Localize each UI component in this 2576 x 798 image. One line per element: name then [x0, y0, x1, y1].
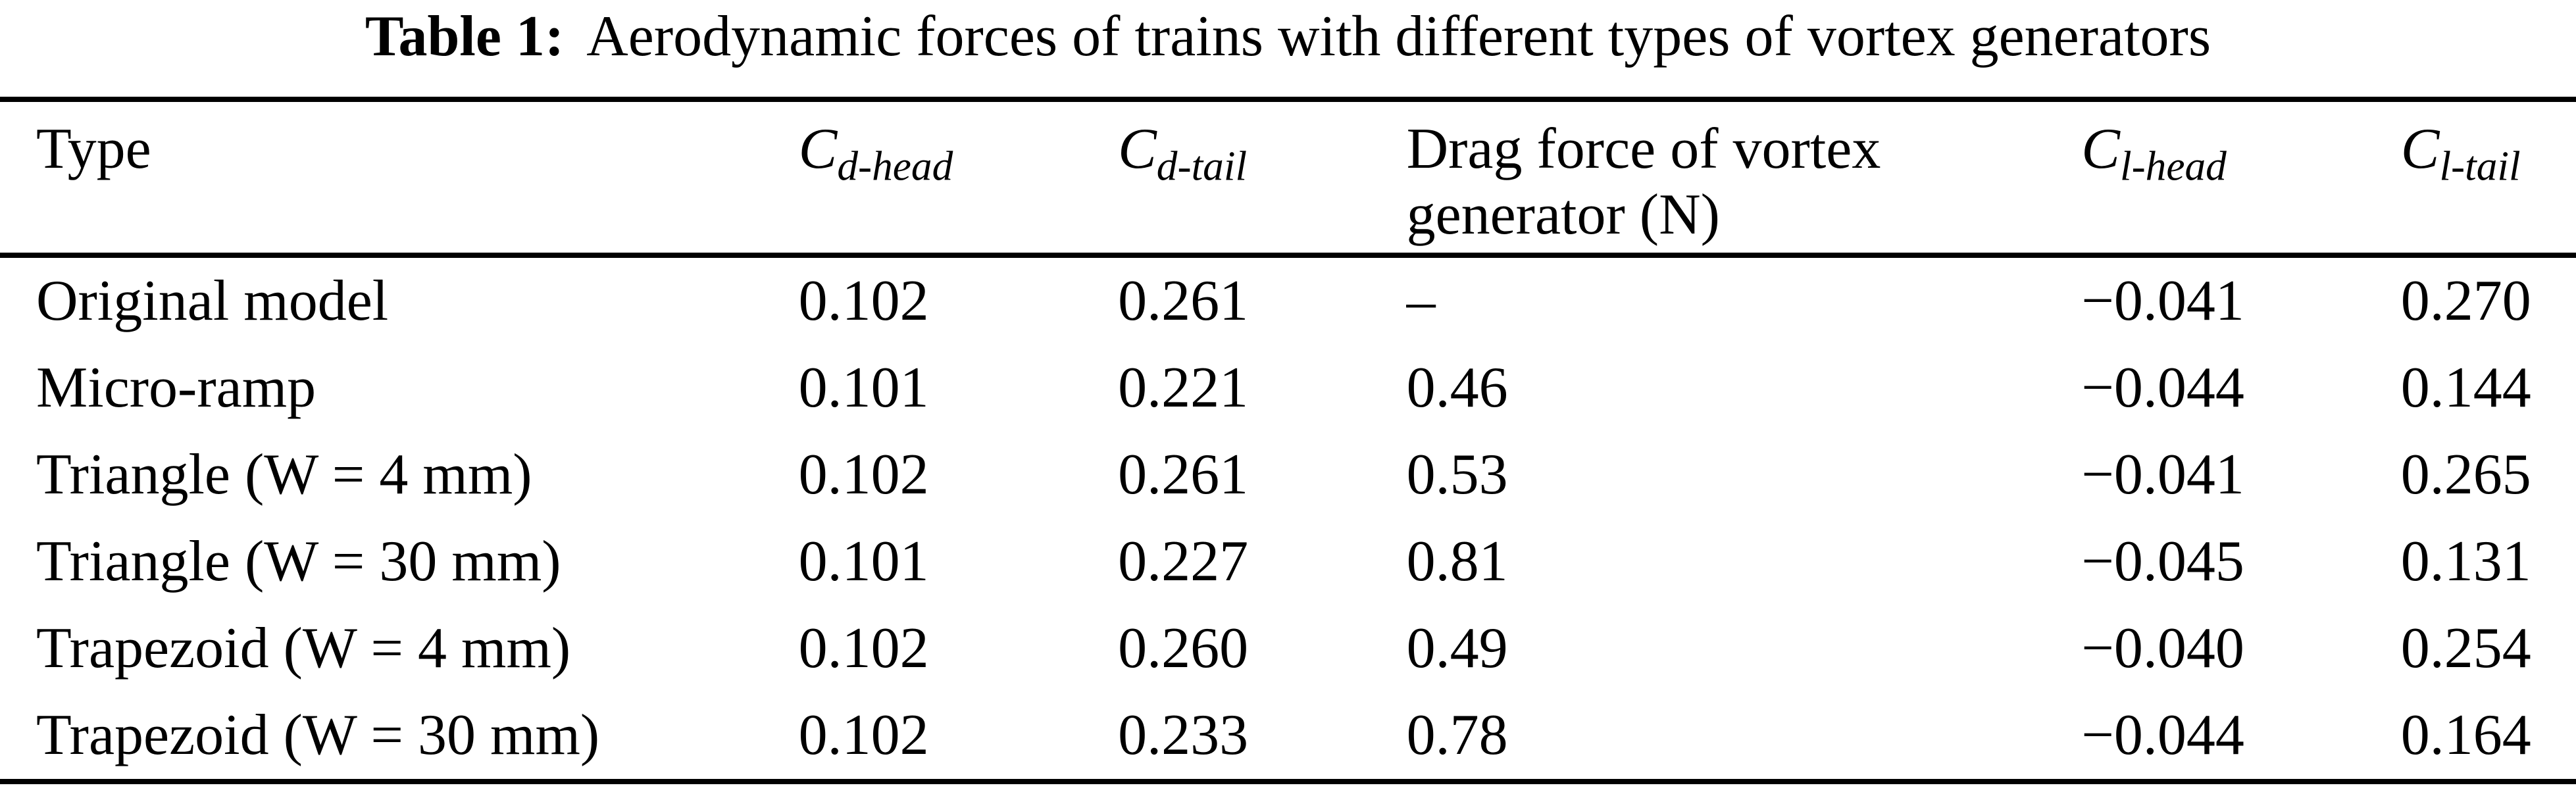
cell-cl-head: −0.041 — [2081, 269, 2244, 333]
coefficient-subscript: d-head — [837, 143, 953, 189]
cell-drag-force: 0.78 — [1406, 703, 1508, 767]
col-header-drag-force: Drag force of vortex generator (N) — [1406, 99, 2082, 258]
table-row: Micro-ramp 0.101 0.221 0.46 −0.044 0.144 — [0, 345, 2576, 432]
table-row: Trapezoid (W = 30 mm) 0.102 0.233 0.78 −0.04… — [0, 692, 2576, 782]
cell-drag-force: 0.46 — [1406, 356, 1508, 420]
cell-cd-head: 0.102 — [798, 703, 929, 767]
cell-cd-head: 0.101 — [798, 356, 929, 420]
cell-type: Triangle (W = 4 mm) — [36, 443, 532, 507]
table-row: Original model 0.102 0.261 – −0.041 0.270 — [0, 255, 2576, 345]
table-row: Trapezoid (W = 4 mm) 0.102 0.260 0.49 −0.040… — [0, 605, 2576, 692]
coefficient-subscript-text: l-head — [2119, 143, 2227, 189]
coefficient-subscript: l-head — [2120, 143, 2227, 189]
cell-type: Triangle (W = 30 mm) — [36, 530, 561, 593]
cell-cd-tail: 0.227 — [1118, 530, 1249, 593]
cell-type: Micro-ramp — [36, 356, 316, 420]
coefficient-symbol: C — [1118, 117, 1157, 181]
cell-cl-tail: 0.144 — [2400, 356, 2531, 420]
cell-cl-tail: 0.164 — [2400, 703, 2531, 767]
coefficient-subscript-text: d-head — [837, 143, 953, 189]
coefficient-symbol: C — [2081, 117, 2120, 181]
cell-type: Original model — [36, 269, 389, 333]
cell-cl-tail: 0.254 — [2400, 616, 2531, 680]
cell-drag-force: 0.53 — [1406, 443, 1508, 507]
coefficient-subscript: d-tail — [1157, 143, 1247, 189]
table-header: Type Cd-head Cd-tail Drag force of vortex g… — [0, 99, 2576, 258]
cell-drag-force: 0.81 — [1406, 530, 1508, 593]
cell-cd-tail: 0.261 — [1118, 269, 1249, 333]
cell-cd-head: 0.102 — [798, 269, 929, 333]
cell-cl-tail: 0.265 — [2400, 443, 2531, 507]
cell-cd-tail: 0.260 — [1118, 616, 1249, 680]
cell-drag-force: – — [1406, 269, 1436, 333]
col-header-cl-head: Cl-head — [2081, 99, 2401, 258]
col-header-cl-tail: Cl-tail — [2400, 99, 2576, 258]
cell-cd-head: 0.101 — [798, 530, 929, 593]
cell-type: Trapezoid (W = 30 mm) — [36, 703, 600, 767]
cell-cl-head: −0.041 — [2081, 443, 2244, 507]
col-header-type: Type — [0, 99, 799, 258]
col-header-label: Drag force of vortex generator (N) — [1406, 117, 1881, 247]
table-row: Triangle (W = 30 mm) 0.101 0.227 0.81 −0.045… — [0, 518, 2576, 605]
aerodynamic-forces-table: Type Cd-head Cd-tail Drag force of vortex g… — [0, 97, 2576, 784]
cell-cd-tail: 0.221 — [1118, 356, 1249, 420]
col-header-label: Type — [36, 117, 151, 181]
cell-cd-head: 0.102 — [798, 443, 929, 507]
coefficient-subscript-text: d-tail — [1156, 143, 1248, 189]
coefficient-symbol: C — [798, 117, 838, 181]
table-caption-number: Table 1: — [365, 5, 565, 68]
cell-cl-head: −0.040 — [2081, 616, 2244, 680]
cell-cl-head: −0.044 — [2081, 356, 2244, 420]
table-row: Triangle (W = 4 mm) 0.102 0.261 0.53 −0.041 0… — [0, 432, 2576, 518]
table-caption: Table 1: Aerodynamic forces of trains wit… — [0, 4, 2576, 70]
cell-cd-tail: 0.261 — [1118, 443, 1249, 507]
table-header-row: Type Cd-head Cd-tail Drag force of vortex g… — [0, 99, 2576, 258]
col-header-cd-head: Cd-head — [798, 99, 1119, 258]
cell-cl-head: −0.044 — [2081, 703, 2244, 767]
cell-cd-head: 0.102 — [798, 616, 929, 680]
paper-table-page: Table 1: Aerodynamic forces of trains wit… — [0, 4, 2576, 798]
cell-drag-force: 0.49 — [1406, 616, 1508, 680]
table-body: Original model 0.102 0.261 – −0.041 0.270 Micr… — [0, 255, 2576, 782]
cell-cl-head: −0.045 — [2081, 530, 2244, 593]
cell-type: Trapezoid (W = 4 mm) — [36, 616, 571, 680]
cell-cd-tail: 0.233 — [1118, 703, 1249, 767]
col-header-cd-tail: Cd-tail — [1118, 99, 1407, 258]
coefficient-symbol: C — [2400, 117, 2440, 181]
table-caption-text: Aerodynamic forces of trains with differ… — [586, 5, 2211, 68]
coefficient-subscript-text: l-tail — [2439, 143, 2521, 189]
cell-cl-tail: 0.131 — [2400, 530, 2531, 593]
cell-cl-tail: 0.270 — [2400, 269, 2531, 333]
coefficient-subscript: l-tail — [2439, 143, 2520, 189]
